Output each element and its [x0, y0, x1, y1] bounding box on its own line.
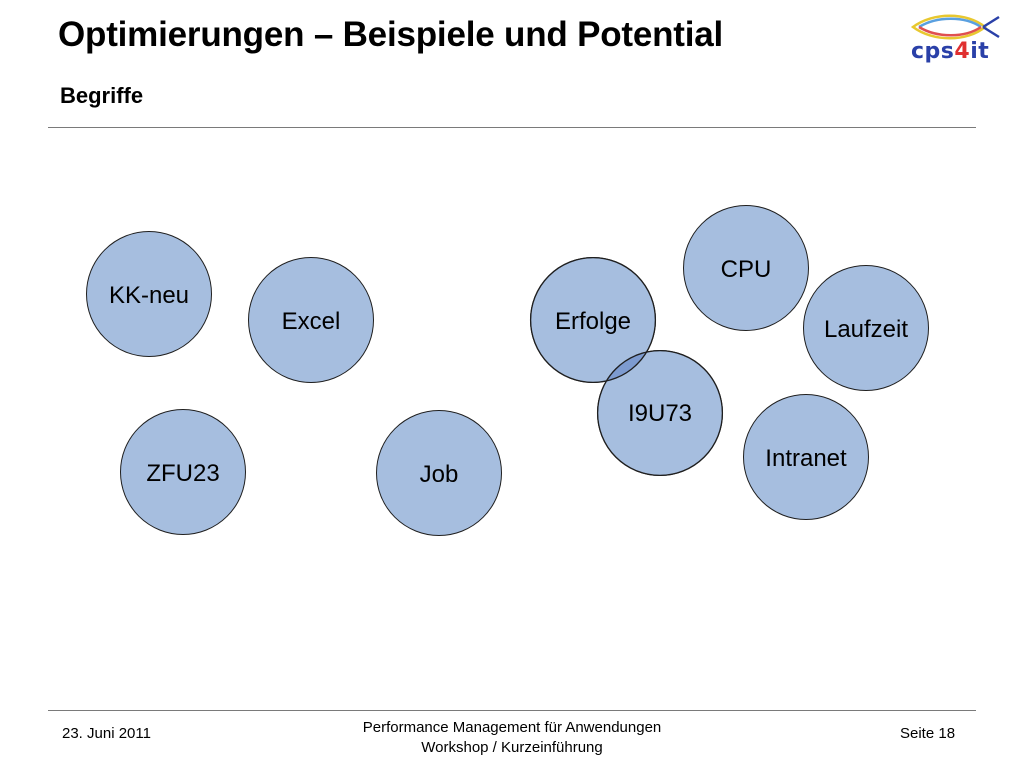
logo-wordmark: cps4it: [911, 39, 990, 64]
term-label-cpu: CPU: [720, 256, 772, 283]
term-label-job: Job: [419, 461, 459, 488]
term-label-excel: Excel: [281, 308, 341, 335]
term-circle-zfu23: [120, 409, 246, 535]
term-circle-kk-neu: [86, 231, 212, 357]
term-circle-intranet: [743, 394, 869, 520]
footer-page-number: Seite 18: [900, 725, 956, 742]
page-subtitle: Begriffe: [60, 83, 144, 108]
term-label-laufzeit: Laufzeit: [823, 316, 909, 343]
term-label-intranet: Intranet: [765, 445, 847, 472]
term-circle-job: [376, 410, 502, 536]
term-label-zfu23: ZFU23: [146, 460, 220, 487]
footer-title-line-2: Workshop / Kurzeinführung: [421, 739, 603, 756]
header-divider: [48, 127, 976, 128]
footer-date: 23. Juni 2011: [62, 725, 151, 742]
term-label-i9u73: I9U73: [627, 400, 693, 427]
page-title: Optimierungen – Beispiele und Potential: [58, 15, 724, 54]
footer-presentation-title: Performance Management für Anwendungen W…: [302, 718, 722, 758]
term-circle-laufzeit: [803, 265, 929, 391]
fish-logo-icon: [910, 14, 1000, 40]
term-label-kk-neu: KK-neu: [108, 282, 190, 309]
footer-title-line-1: Performance Management für Anwendungen: [362, 719, 662, 736]
term-label-erfolge: Erfolge: [554, 308, 632, 335]
footer-divider: [48, 710, 976, 711]
term-circle-excel: [248, 257, 374, 383]
cps4it-logo: cps4it: [905, 14, 1005, 70]
term-circle-cpu: [683, 205, 809, 331]
